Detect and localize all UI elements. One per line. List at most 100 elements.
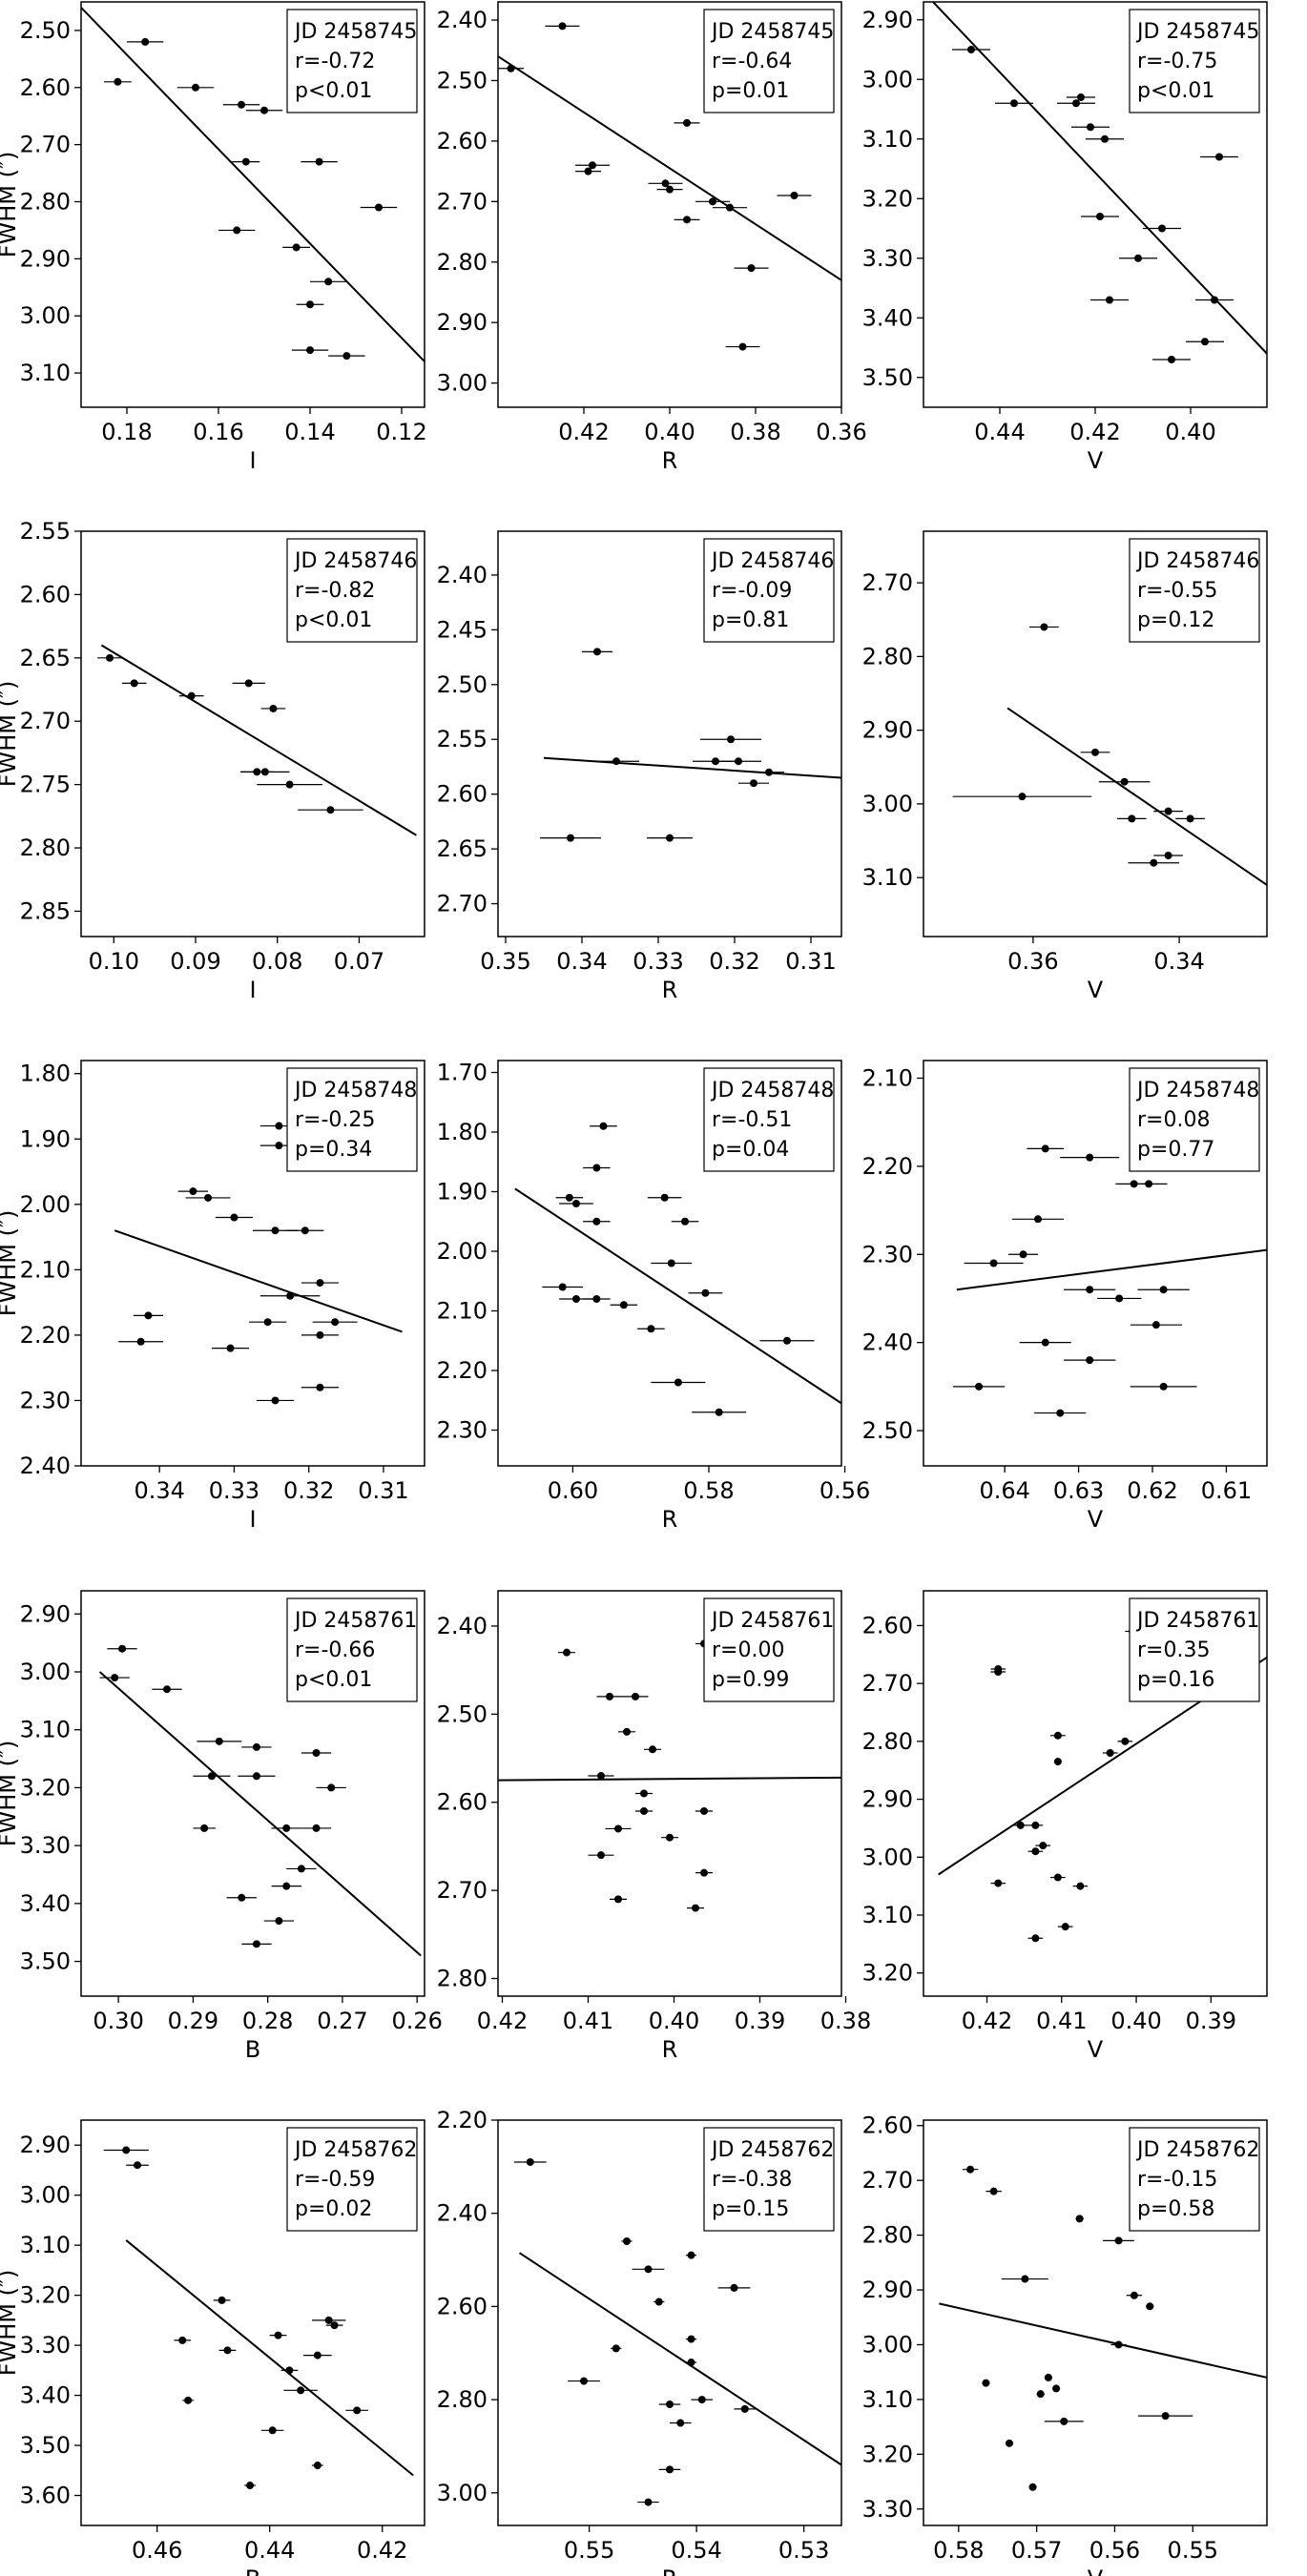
data-point [1052,2384,1061,2393]
y-tick-label: 3.30 [20,1832,71,1859]
y-tick-label: 2.80 [862,1728,913,1755]
data-point [1086,1356,1094,1365]
data-point [687,2359,695,2367]
data-point [204,1193,213,1202]
data-point [597,1851,605,1860]
data-point [1041,1338,1049,1347]
panel-5: 0.35 0.34 0.33 0.32 0.31 2.40 2.45 2.50 2.55 2.60… [437,530,842,1003]
panel-3: 0.44 0.42 0.40 2.90 3.00 3.10 3.20 3.30 3.40 3.50… [862,1,1268,474]
x-tick-label: 0.54 [671,2537,721,2564]
data-point [1164,852,1172,859]
x-tick-label: 0.18 [101,419,152,445]
data-point [1019,1250,1027,1259]
data-point [187,691,196,700]
y-tick-label: 3.00 [862,791,913,817]
x-axis-label: I [249,447,256,474]
stats-jd: JD 2458761 [1135,1609,1259,1633]
data-point [106,653,114,662]
y-tick-label: 3.20 [862,1960,913,1987]
data-point [727,735,735,744]
x-tick-label: 0.07 [334,948,384,975]
data-layer [952,623,1267,886]
x-axis-label: B [245,2036,260,2063]
data-point [1120,777,1129,786]
data-layer [498,1639,841,1912]
x-tick-label: 0.16 [193,419,243,445]
data-point [1072,99,1080,108]
data-layer [103,2146,414,2490]
y-tick-label: 1.80 [20,1061,71,1087]
data-point [632,1692,639,1700]
y-tick-label: 2.60 [437,781,488,808]
data-point [246,2482,255,2490]
x-tick-label: 0.58 [933,2537,984,2564]
x-tick-label: 0.08 [252,948,302,975]
stats-p: p=0.02 [295,2197,372,2221]
data-point [1077,93,1085,101]
stats-box [286,1067,418,1172]
x-axis-label: V [1088,1506,1104,1533]
stats-jd: JD 2458745 [293,20,417,44]
data-point [274,2331,282,2339]
data-point [565,1193,573,1202]
data-point [275,1122,283,1130]
y-tick-label: 2.90 [862,2277,913,2303]
data-point [614,1895,622,1904]
x-tick-label: 0.38 [820,2008,871,2034]
data-point [313,2351,322,2360]
stats-p: p=0.12 [1137,608,1214,632]
panel-12: 0.42 0.41 0.40 0.39 2.60 2.70 2.80 2.90 3.00 3.10… [862,1590,1268,2063]
data-point [184,2396,193,2404]
stats-box [286,9,418,113]
data-point [606,1692,613,1700]
y-tick-label: 2.65 [437,835,488,862]
y-tick-label: 1.70 [437,1060,488,1086]
fit-line [114,1229,403,1333]
stats-r: r=0.08 [1137,1108,1210,1132]
y-tick-label: 2.50 [437,671,488,698]
x-tick-label: 0.36 [816,419,866,445]
data-point [1115,1294,1124,1303]
y-tick-label: 2.40 [437,1613,488,1639]
x-tick-label: 0.34 [1153,948,1204,975]
data-point [709,197,716,206]
fit-line [514,1187,841,1405]
y-tick-label: 2.80 [437,2386,488,2413]
stats-r: r=-0.64 [712,50,792,73]
fit-line [939,2302,1267,2379]
x-tick-label: 0.55 [564,2537,614,2564]
data-point [700,1806,708,1815]
data-point [252,1742,260,1751]
data-point [342,352,351,361]
y-tick-label: 3.00 [20,2182,71,2209]
plot-frame [923,1590,1268,1997]
data-point [666,1833,674,1842]
stats-jd: JD 2458745 [710,20,834,44]
fit-line [81,7,425,362]
data-point [526,2157,534,2166]
data-point [324,2316,333,2324]
stats-r: r=-0.51 [712,1108,792,1132]
data-point [612,2344,620,2353]
y-tick-label: 2.30 [20,1387,71,1413]
x-tick-label: 0.41 [563,2008,613,2034]
data-point [967,46,975,53]
y-tick-label: 2.40 [862,1329,913,1356]
y-tick-label: 3.30 [862,2496,913,2523]
panel-10: 0.30 0.29 0.28 0.27 0.26 2.90 3.00 3.10 3.20 3.30… [0,1590,443,2063]
data-point [715,1408,723,1416]
y-tick-label: 2.70 [862,569,913,596]
stats-box [703,1067,835,1172]
stats-p: p<0.01 [295,79,372,103]
y-tick-label: 2.60 [20,581,71,608]
data-point [982,2379,990,2387]
data-point [268,2426,277,2435]
data-point [666,2465,674,2474]
y-tick-label: 2.10 [862,1064,913,1091]
stats-box [703,2127,835,2232]
data-point [233,226,241,235]
stats-box [703,538,835,643]
data-point [683,216,691,224]
x-tick-label: 0.31 [358,1477,408,1504]
y-tick-label: 2.30 [862,1241,913,1267]
